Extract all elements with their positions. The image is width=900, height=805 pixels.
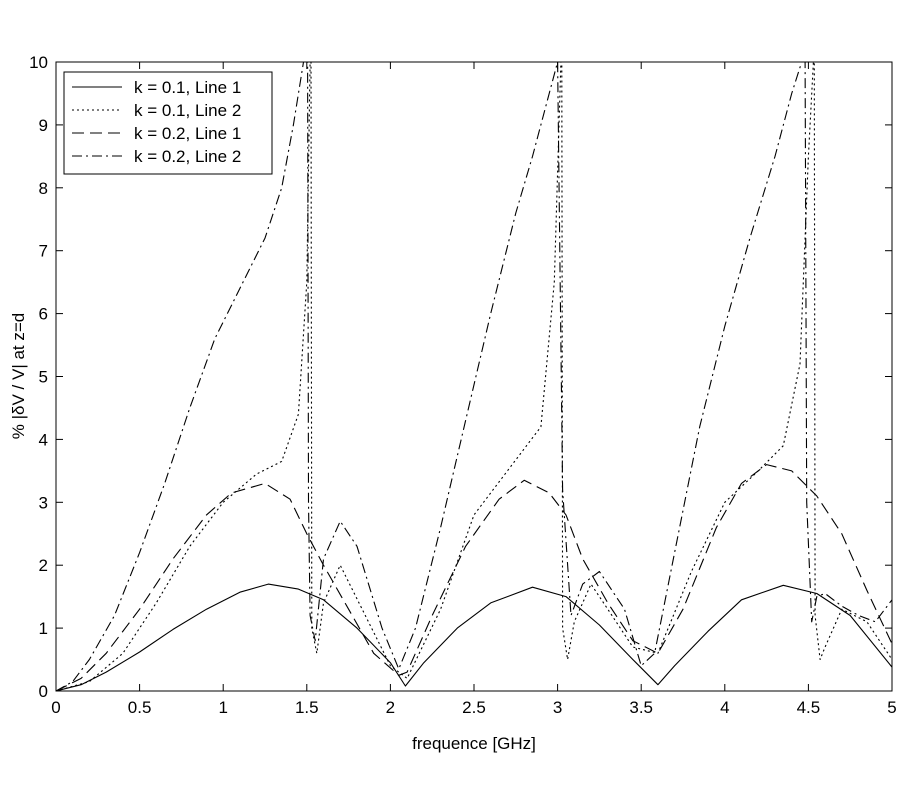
- legend-label: k = 0.2, Line 1: [134, 124, 241, 143]
- y-tick-label: 8: [39, 179, 48, 198]
- y-tick-label: 1: [39, 619, 48, 638]
- x-tick-label: 4: [720, 698, 729, 717]
- series-line-1: [56, 583, 892, 691]
- x-axis-ticks: 0 0.5 1 1.5 2 2.5 3 3.5 4 4.5 5: [51, 62, 897, 717]
- series-line-3: [56, 464, 892, 691]
- legend-box: [63, 71, 273, 175]
- legend-label: k = 0.1, Line 2: [134, 101, 241, 120]
- series-line-2: [56, 62, 892, 691]
- series-layer: [56, 62, 892, 691]
- y-tick-label: 9: [39, 116, 48, 135]
- x-tick-label: 2.5: [462, 698, 486, 717]
- y-axis-label: % |δV / V| at z=d: [9, 313, 28, 440]
- y-tick-label: 6: [39, 305, 48, 324]
- x-tick-label: 1.5: [295, 698, 319, 717]
- x-tick-label: 3: [553, 698, 562, 717]
- series-line-4: [56, 62, 892, 691]
- legend-label: k = 0.2, Line 2: [134, 147, 241, 166]
- y-tick-label: 4: [39, 430, 48, 449]
- y-tick-label: 3: [39, 493, 48, 512]
- x-tick-label: 0: [51, 698, 60, 717]
- x-tick-label: 1: [218, 698, 227, 717]
- legend-label: k = 0.1, Line 1: [134, 78, 241, 97]
- x-tick-label: 2: [386, 698, 395, 717]
- legend: k = 0.1, Line 1 k = 0.1, Line 2 k = 0.2, L…: [63, 71, 273, 175]
- y-axis-ticks: 0 1 2 3 4 5 6 7 8 9 10: [29, 53, 892, 701]
- x-tick-label: 0.5: [128, 698, 152, 717]
- x-tick-label: 4.5: [797, 698, 821, 717]
- y-tick-label: 10: [29, 53, 48, 72]
- x-tick-label: 5: [887, 698, 896, 717]
- y-tick-label: 2: [39, 556, 48, 575]
- x-axis-label: frequence [GHz]: [412, 734, 536, 753]
- y-tick-label: 0: [39, 682, 48, 701]
- x-tick-label: 3.5: [629, 698, 653, 717]
- y-tick-label: 7: [39, 242, 48, 261]
- y-tick-label: 5: [39, 368, 48, 387]
